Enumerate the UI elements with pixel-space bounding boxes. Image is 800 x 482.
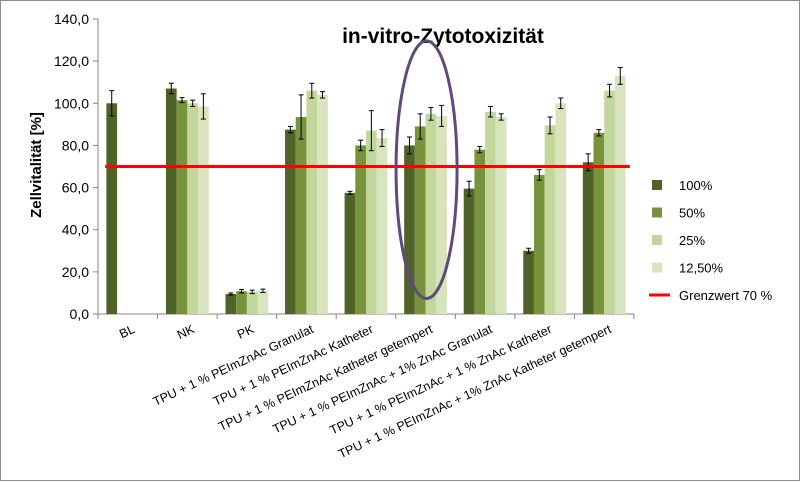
bar xyxy=(176,100,188,314)
bar xyxy=(355,145,366,314)
bar xyxy=(463,188,475,314)
bar xyxy=(582,162,594,314)
legend-threshold-label: Grenzwert 70 % xyxy=(679,288,773,303)
bars-group xyxy=(106,75,626,315)
y-tick-label: 0,0 xyxy=(70,306,90,322)
legend-swatch xyxy=(652,207,662,218)
legend-swatch xyxy=(652,262,662,273)
bar xyxy=(614,75,626,315)
bar xyxy=(198,106,209,314)
bar xyxy=(544,125,556,315)
bar xyxy=(425,113,437,314)
legend-label: 100% xyxy=(679,178,713,193)
highlight-group xyxy=(394,39,459,300)
axes: 0,0 20,0 40,0 60,0 80,0 100,0 120,0 140,0 xyxy=(54,11,635,322)
bar xyxy=(604,90,615,315)
x-tick-label: BL xyxy=(117,322,137,341)
error-bars-group xyxy=(109,66,623,296)
bar xyxy=(376,138,388,314)
legend-label: 25% xyxy=(679,233,705,248)
x-tick-label: PK xyxy=(235,322,257,342)
bar xyxy=(306,90,318,315)
bar xyxy=(317,94,328,314)
bar xyxy=(236,291,247,314)
legend-swatch xyxy=(652,235,662,245)
bar xyxy=(295,116,307,314)
y-tick-label: 60,0 xyxy=(62,180,89,196)
y-axis-label: Zellvitalität [%] xyxy=(28,112,45,218)
bar xyxy=(344,192,356,314)
y-tick-label: 120,0 xyxy=(54,53,89,69)
bar xyxy=(246,291,258,314)
legend: 100% 50% 25% 12,50% Grenzwert 70 % xyxy=(649,178,773,303)
bar xyxy=(436,115,447,314)
bar xyxy=(555,103,567,315)
chart-title: in-vitro-Zytotoxizität xyxy=(342,25,544,48)
bar xyxy=(225,293,237,314)
bar xyxy=(106,103,118,315)
bar xyxy=(404,145,415,314)
y-tick-label: 40,0 xyxy=(62,222,89,238)
highlight-ellipse xyxy=(394,39,459,300)
legend-swatch xyxy=(652,180,662,190)
bar xyxy=(485,111,496,314)
bar xyxy=(366,130,377,314)
legend-label: 50% xyxy=(679,206,705,221)
bar xyxy=(187,103,199,315)
bar xyxy=(285,129,296,314)
bar xyxy=(533,174,545,314)
legend-label: 12,50% xyxy=(679,261,724,276)
y-tick-label: 100,0 xyxy=(54,95,89,111)
y-tick-label: 80,0 xyxy=(62,137,89,153)
bar xyxy=(593,132,605,314)
y-tick-label: 140,0 xyxy=(54,11,89,27)
bar xyxy=(257,290,269,314)
bar xyxy=(495,116,507,314)
bar xyxy=(523,250,534,314)
x-tick-label: NK xyxy=(175,322,197,342)
y-tick-label: 20,0 xyxy=(62,264,89,280)
bar xyxy=(474,149,486,314)
bar xyxy=(414,126,426,314)
bar xyxy=(165,88,177,315)
